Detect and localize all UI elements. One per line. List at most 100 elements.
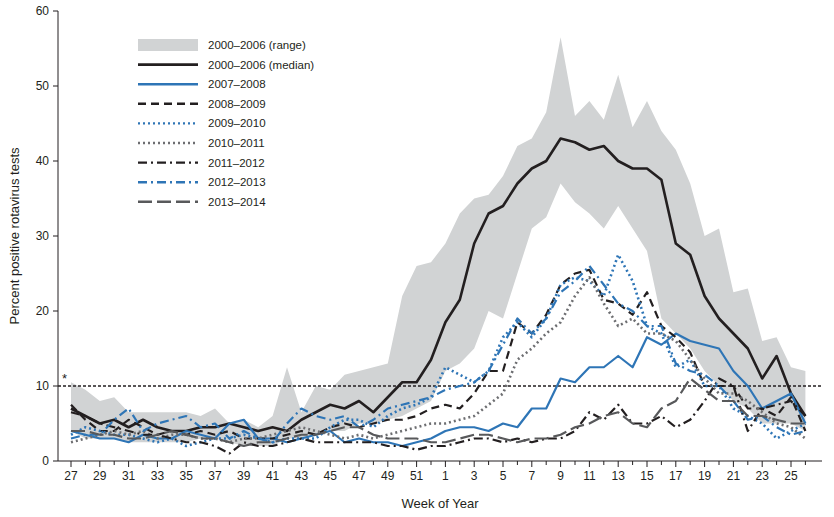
x-tick-label: 21 (727, 469, 741, 483)
y-tick (53, 11, 58, 12)
y-tick (53, 461, 58, 462)
x-tick (589, 461, 590, 467)
x-tick (387, 461, 388, 467)
x-tick (258, 461, 259, 465)
x-tick-label: 33 (151, 469, 165, 483)
x-tick (200, 461, 201, 465)
range-band (71, 37, 805, 446)
x-tick (632, 461, 633, 465)
y-tick (53, 236, 58, 237)
x-tick-label: 37 (208, 469, 222, 483)
x-tick-label: 1 (442, 469, 449, 483)
y-tick (53, 386, 58, 387)
x-tick (416, 461, 417, 467)
x-tick (661, 461, 662, 465)
legend-swatch (138, 39, 198, 51)
x-tick (517, 461, 518, 465)
x-tick-label: 47 (352, 469, 366, 483)
x-tick (114, 461, 115, 465)
x-tick (747, 461, 748, 465)
legend-swatch (138, 161, 198, 163)
x-tick-label: 15 (640, 469, 654, 483)
x-tick (315, 461, 316, 465)
x-tick-label: 51 (410, 469, 424, 483)
x-tick (431, 461, 432, 465)
x-tick (157, 461, 158, 467)
series-line (71, 379, 805, 454)
series-line (71, 270, 805, 439)
x-tick (128, 461, 129, 467)
series-line (71, 139, 805, 432)
x-tick (330, 461, 331, 467)
x-tick-label: 25 (784, 469, 798, 483)
series-line (71, 379, 805, 447)
x-tick-label: 31 (122, 469, 136, 483)
y-tick-label: 10 (36, 379, 50, 393)
x-tick (344, 461, 345, 465)
x-tick (99, 461, 100, 467)
x-tick (402, 461, 403, 465)
x-tick (215, 461, 216, 467)
x-tick-label: 19 (698, 469, 712, 483)
x-tick-label: 23 (756, 469, 770, 483)
x-tick (71, 461, 72, 467)
y-tick-label: 50 (36, 79, 50, 93)
y-tick-label: 20 (36, 304, 50, 318)
x-tick (301, 461, 302, 467)
x-tick (704, 461, 705, 467)
x-tick (459, 461, 460, 465)
x-tick (560, 461, 561, 467)
legend: 2000–2006 (range) 2000–2006 (median) 2007–… (138, 39, 314, 208)
y-tick (53, 161, 58, 162)
x-tick (776, 461, 777, 465)
legend-label: 2008–2009 (208, 98, 266, 110)
axes: 0102030405060272931333537394143454749511… (36, 4, 822, 483)
x-tick (603, 461, 604, 465)
x-tick (805, 461, 806, 465)
x-tick (85, 461, 86, 465)
x-tick (488, 461, 489, 465)
legend-label: 2000–2006 (median) (208, 59, 314, 71)
annotation: * (62, 371, 67, 386)
x-tick-label: 11 (583, 469, 596, 483)
x-tick (791, 461, 792, 467)
legend-label: 2011–2012 (208, 157, 265, 169)
x-tick (503, 461, 504, 467)
x-tick (373, 461, 374, 465)
legend-label: 2000–2006 (range) (208, 39, 306, 51)
legend-swatch (138, 201, 198, 203)
y-tick-label: 60 (36, 4, 50, 18)
legend-swatch (138, 103, 198, 105)
y-tick (53, 311, 58, 312)
legend-label: 2007–2008 (208, 78, 266, 90)
x-tick (531, 461, 532, 467)
x-tick (171, 461, 172, 465)
x-tick (575, 461, 576, 465)
x-tick (143, 461, 144, 465)
legend-label: 2009–2010 (208, 117, 266, 129)
x-tick-label: 49 (381, 469, 395, 483)
x-tick-label: 3 (471, 469, 478, 483)
series-line (71, 334, 805, 447)
x-axis-title: Week of Year (401, 496, 479, 511)
x-tick-label: 29 (93, 469, 107, 483)
y-tick (53, 86, 58, 87)
x-tick (647, 461, 648, 467)
x-tick (762, 461, 763, 467)
legend-swatch (138, 142, 198, 144)
y-tick-label: 30 (36, 229, 50, 243)
x-tick (474, 461, 475, 467)
series-line (71, 255, 805, 446)
series-line (71, 266, 805, 442)
legend-swatch (138, 181, 198, 183)
x-tick-label: 39 (237, 469, 251, 483)
x-tick-label: 41 (266, 469, 280, 483)
y-tick-label: 0 (42, 454, 49, 468)
x-tick (546, 461, 547, 465)
x-tick-label: 35 (180, 469, 194, 483)
x-tick (287, 461, 288, 465)
legend-swatch (138, 122, 198, 124)
y-tick-label: 40 (36, 154, 50, 168)
x-tick (719, 461, 720, 465)
legend-label: 2013–2014 (208, 196, 266, 208)
